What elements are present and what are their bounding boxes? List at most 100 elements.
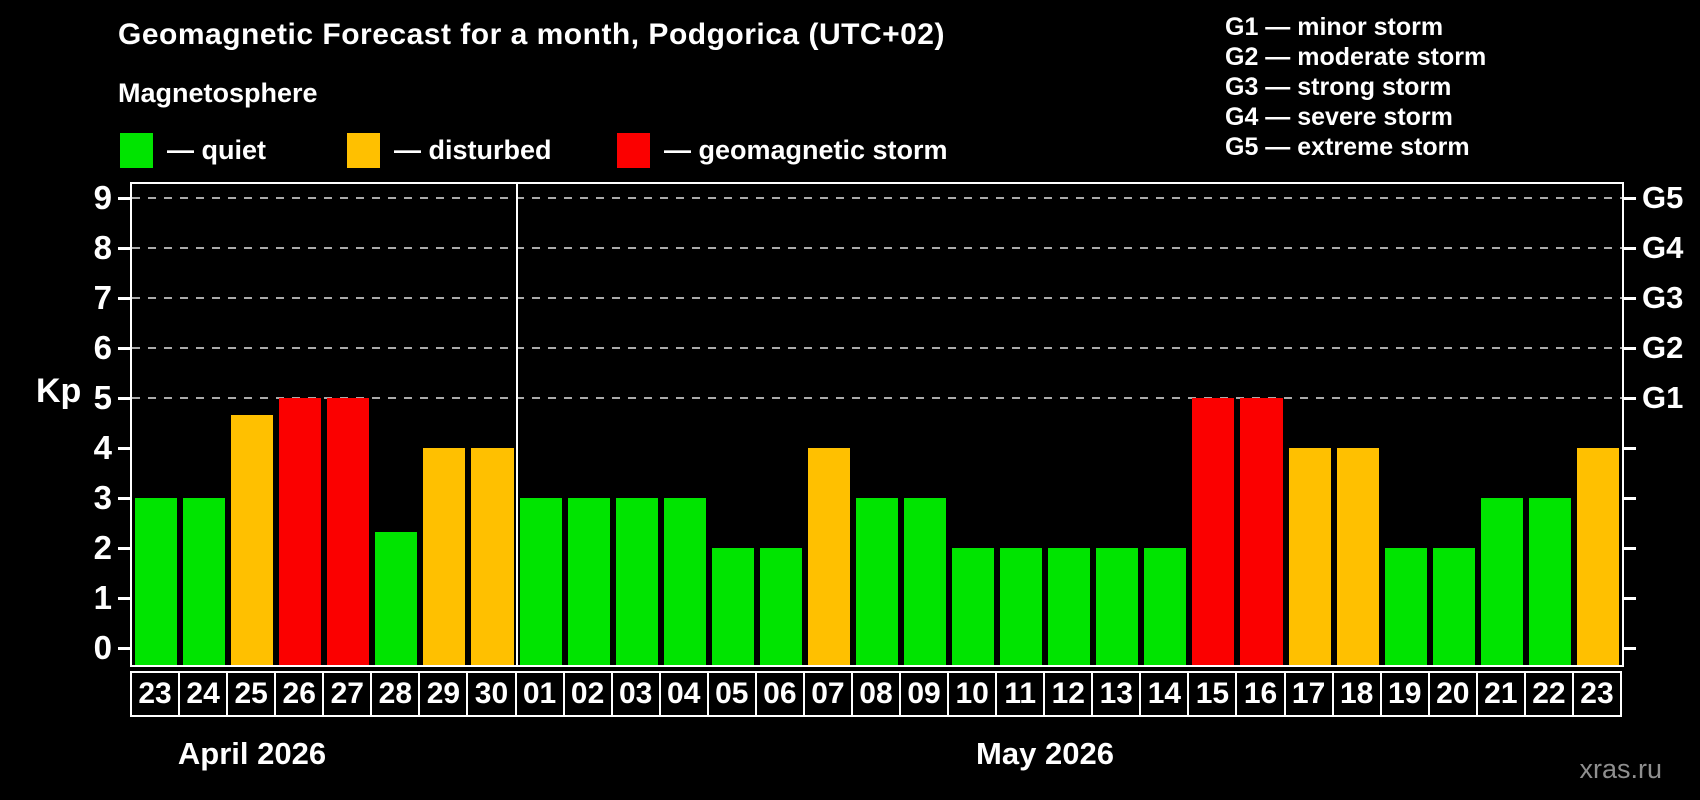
bar-day-08-m1 <box>855 498 899 665</box>
bar-day-05-m1 <box>711 548 754 665</box>
kp-tick-right-4 <box>1624 447 1636 450</box>
kp-tick-label-2: 2 <box>93 529 112 566</box>
day-cell-06-m1: 06 <box>754 671 805 717</box>
bar-day-04-m1 <box>663 498 706 665</box>
kp-tick-left-4 <box>118 447 130 450</box>
plot-area <box>130 182 1624 667</box>
kp-tick-right-9 <box>1624 197 1636 200</box>
bar-day-28-m0 <box>375 531 418 665</box>
kp-tick-label-4: 4 <box>93 429 112 466</box>
g-legend-line-5: G5 — extreme storm <box>1225 133 1470 161</box>
kp-axis-title: Kp <box>36 372 82 410</box>
legend-swatch-disturbed <box>347 133 380 168</box>
day-cell-19-m1: 19 <box>1379 671 1430 717</box>
bar-day-29-m0 <box>423 448 466 665</box>
day-cell-16-m1: 16 <box>1235 671 1286 717</box>
kp-tick-left-2 <box>118 547 130 550</box>
bar-day-13-m1 <box>1096 548 1139 665</box>
kp-tick-right-6 <box>1624 347 1636 350</box>
day-cell-24-m0: 24 <box>178 671 229 717</box>
kp-tick-left-9 <box>118 197 130 200</box>
bar-day-09-m1 <box>904 498 947 665</box>
gridline-kp-7 <box>132 297 1622 299</box>
bar-day-23-m1 <box>1576 448 1619 665</box>
kp-tick-left-0 <box>118 647 130 650</box>
g-axis-label-G3: G3 <box>1642 280 1684 315</box>
kp-tick-label-7: 7 <box>93 279 112 316</box>
kp-tick-label-9: 9 <box>93 179 112 216</box>
kp-tick-label-0: 0 <box>93 629 112 666</box>
g-axis-label-G4: G4 <box>1642 230 1684 265</box>
bar-day-02-m1 <box>567 498 610 665</box>
bar-day-19-m1 <box>1384 548 1427 665</box>
g-legend-line-4: G4 — severe storm <box>1225 103 1453 131</box>
gridline-kp-5 <box>132 397 1622 399</box>
bar-day-21-m1 <box>1480 498 1523 665</box>
kp-tick-left-3 <box>118 497 130 500</box>
day-cell-07-m1: 07 <box>802 671 853 717</box>
day-cell-30-m0: 30 <box>466 671 517 717</box>
chart-subtitle: Magnetosphere <box>118 78 318 108</box>
bar-day-16-m1 <box>1240 398 1283 665</box>
watermark: xras.ru <box>1579 754 1662 784</box>
gridline-kp-8 <box>132 247 1622 249</box>
day-cell-17-m1: 17 <box>1283 671 1334 717</box>
bar-day-30-m0 <box>471 448 514 665</box>
bar-day-22-m1 <box>1528 498 1571 665</box>
kp-tick-left-8 <box>118 247 130 250</box>
legend-item-disturbed: — disturbed <box>347 133 552 168</box>
legend-item-storm: — geomagnetic storm <box>617 133 948 168</box>
day-cell-27-m0: 27 <box>322 671 373 717</box>
bar-day-03-m1 <box>615 498 658 665</box>
g-axis-label-G2: G2 <box>1642 330 1684 365</box>
bar-day-20-m1 <box>1432 548 1475 665</box>
legend-swatch-storm <box>617 133 650 168</box>
day-cell-23-m1: 23 <box>1571 671 1622 717</box>
day-cell-14-m1: 14 <box>1139 671 1190 717</box>
bar-day-27-m0 <box>327 398 370 665</box>
kp-tick-label-8: 8 <box>93 229 112 266</box>
chart-title: Geomagnetic Forecast for a month, Podgor… <box>118 18 945 51</box>
kp-tick-right-1 <box>1624 597 1636 600</box>
kp-tick-right-5 <box>1624 397 1636 400</box>
kp-tick-left-6 <box>118 347 130 350</box>
legend-item-quiet: — quiet <box>120 133 266 168</box>
day-cell-23-m0: 23 <box>130 671 181 717</box>
kp-tick-left-5 <box>118 397 130 400</box>
day-cell-13-m1: 13 <box>1091 671 1142 717</box>
legend-label-storm: — geomagnetic storm <box>664 135 948 165</box>
gridline-kp-6 <box>132 347 1622 349</box>
g-scale-legend: G1 — minor storm G2 — moderate storm G3 — … <box>1225 12 1486 162</box>
month-separator <box>515 184 518 665</box>
day-cell-08-m1: 08 <box>850 671 902 717</box>
g-axis-label-G1: G1 <box>1642 380 1684 415</box>
month-label-april: April 2026 <box>177 736 327 771</box>
kp-tick-label-3: 3 <box>93 479 112 516</box>
bar-day-18-m1 <box>1336 448 1379 665</box>
bar-day-06-m1 <box>759 548 802 665</box>
day-cell-15-m1: 15 <box>1187 671 1238 717</box>
legend-label-quiet: — quiet <box>167 135 266 165</box>
day-cell-04-m1: 04 <box>658 671 709 717</box>
day-cell-10-m1: 10 <box>947 671 998 717</box>
gridline-kp-9 <box>132 197 1622 199</box>
g-axis-label-G5: G5 <box>1642 180 1684 215</box>
kp-tick-right-2 <box>1624 547 1636 550</box>
bar-day-12-m1 <box>1048 548 1091 665</box>
kp-tick-label-1: 1 <box>93 579 112 616</box>
kp-tick-right-3 <box>1624 497 1636 500</box>
bar-day-24-m0 <box>183 498 226 665</box>
kp-tick-right-7 <box>1624 297 1636 300</box>
legend-swatch-quiet <box>120 133 153 168</box>
day-cell-11-m1: 11 <box>995 671 1046 717</box>
bar-day-10-m1 <box>952 548 995 665</box>
day-cell-28-m0: 28 <box>370 671 421 717</box>
kp-tick-left-1 <box>118 597 130 600</box>
bar-day-26-m0 <box>279 398 322 665</box>
day-cell-18-m1: 18 <box>1331 671 1382 717</box>
bar-day-17-m1 <box>1288 448 1331 665</box>
day-cell-01-m1: 01 <box>514 671 565 717</box>
bar-day-25-m0 <box>231 414 274 665</box>
day-cell-05-m1: 05 <box>706 671 757 717</box>
day-cell-12-m1: 12 <box>1043 671 1094 717</box>
